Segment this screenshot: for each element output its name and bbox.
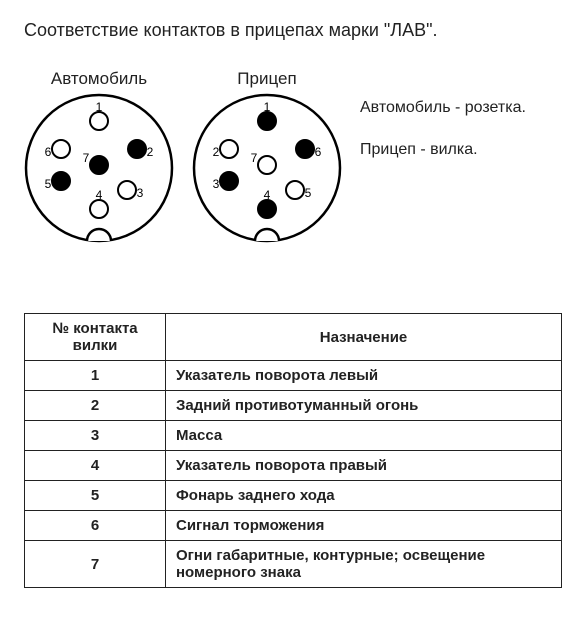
table-cell-desc: Огни габаритные, контурные; освещение но… <box>166 541 562 588</box>
table-cell-num: 3 <box>25 421 166 451</box>
page-title: Соответствие контактов в прицепах марки … <box>24 20 562 41</box>
pin-label: 7 <box>251 151 258 165</box>
side-note-2: Прицеп - вилка. <box>360 139 526 161</box>
table-row: 1Указатель поворота левый <box>25 361 562 391</box>
table-cell-desc: Указатель поворота правый <box>166 451 562 481</box>
side-notes: Автомобиль - розетка. Прицеп - вилка. <box>360 69 526 160</box>
pin-table: № контакта вилки Назначение 1Указатель п… <box>24 313 562 588</box>
connector-trailer-svg: 1 6 5 4 3 2 7 <box>192 93 342 243</box>
table-row: 4Указатель поворота правый <box>25 451 562 481</box>
pin-circle <box>52 172 70 190</box>
pin-label: 6 <box>45 145 52 159</box>
pin-circle <box>128 140 146 158</box>
table-cell-num: 2 <box>25 391 166 421</box>
table-cell-desc: Сигнал торможения <box>166 511 562 541</box>
table-cell-desc: Указатель поворота левый <box>166 361 562 391</box>
pin-circle <box>296 140 314 158</box>
table-cell-num: 7 <box>25 541 166 588</box>
pin-label: 4 <box>264 188 271 202</box>
table-cell-desc: Фонарь заднего хода <box>166 481 562 511</box>
pin-circle <box>118 181 136 199</box>
pin-label: 5 <box>305 186 312 200</box>
connector-trailer: Прицеп 1 6 5 4 3 2 7 <box>192 69 342 243</box>
table-header-desc: Назначение <box>166 314 562 361</box>
pin-label: 4 <box>96 188 103 202</box>
pin-circle <box>286 181 304 199</box>
table-cell-desc: Задний противотуманный огонь <box>166 391 562 421</box>
table-header-num: № контакта вилки <box>25 314 166 361</box>
pin-label: 1 <box>264 100 271 114</box>
connector-car-svg: 1 2 3 4 5 6 7 <box>24 93 174 243</box>
table-row: 7Огни габаритные, контурные; освещение н… <box>25 541 562 588</box>
connector-car: Автомобиль 1 2 3 4 5 6 7 <box>24 69 174 243</box>
table-row: 3Масса <box>25 421 562 451</box>
table-row: 5Фонарь заднего хода <box>25 481 562 511</box>
table-cell-num: 1 <box>25 361 166 391</box>
table-cell-num: 6 <box>25 511 166 541</box>
pin-label: 3 <box>137 186 144 200</box>
connector-trailer-label: Прицеп <box>237 69 296 89</box>
diagram-row: Автомобиль 1 2 3 4 5 6 7 Прицеп 1 6 5 4 3 2 7 Автомо… <box>24 69 562 243</box>
connector-car-label: Автомобиль <box>51 69 147 89</box>
pin-circle <box>220 140 238 158</box>
pin-label: 2 <box>147 145 154 159</box>
pin-label: 7 <box>83 151 90 165</box>
table-row: 6Сигнал торможения <box>25 511 562 541</box>
table-cell-num: 4 <box>25 451 166 481</box>
pin-circle <box>90 112 108 130</box>
pin-circle <box>90 156 108 174</box>
pin-label: 3 <box>213 177 220 191</box>
pin-circle <box>52 140 70 158</box>
pin-circle <box>258 112 276 130</box>
pin-circle <box>90 200 108 218</box>
table-row: 2Задний противотуманный огонь <box>25 391 562 421</box>
pin-circle <box>220 172 238 190</box>
pin-label: 1 <box>96 100 103 114</box>
pin-label: 5 <box>45 177 52 191</box>
pin-circle <box>258 156 276 174</box>
side-note-1: Автомобиль - розетка. <box>360 97 526 119</box>
pin-label: 2 <box>213 145 220 159</box>
table-cell-desc: Масса <box>166 421 562 451</box>
table-cell-num: 5 <box>25 481 166 511</box>
pin-label: 6 <box>315 145 322 159</box>
pin-circle <box>258 200 276 218</box>
